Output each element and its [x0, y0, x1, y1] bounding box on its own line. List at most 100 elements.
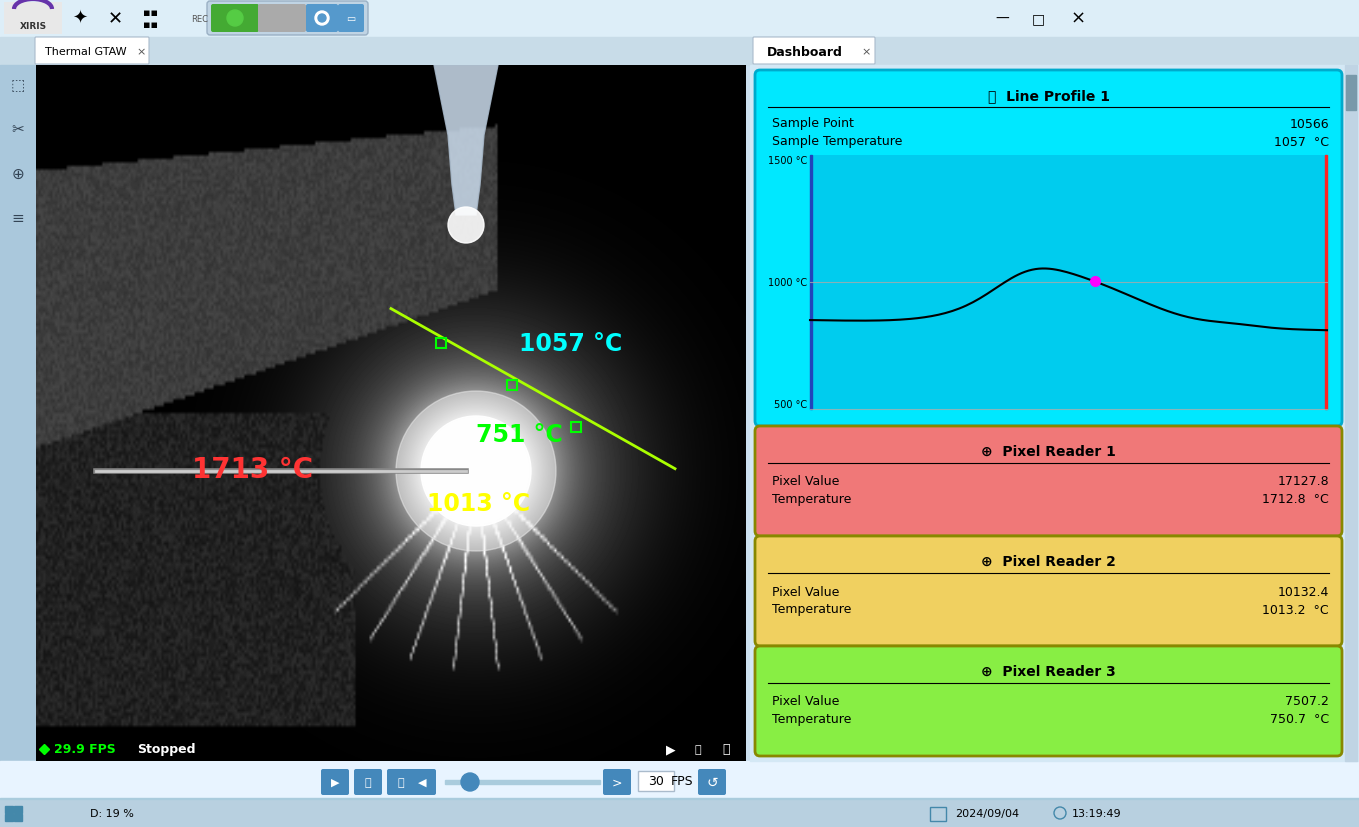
Text: Temperature: Temperature: [772, 713, 851, 725]
Circle shape: [461, 773, 478, 791]
FancyBboxPatch shape: [306, 5, 338, 33]
Text: 1000 °C: 1000 °C: [768, 278, 807, 288]
Text: ≡: ≡: [12, 210, 24, 225]
Bar: [14, 814, 22, 821]
Text: Sample Point: Sample Point: [772, 117, 853, 131]
Text: D: 19 %: D: 19 %: [90, 808, 135, 818]
Text: Pixel Value: Pixel Value: [772, 695, 840, 708]
Bar: [5, 814, 14, 821]
Text: 1057  °C: 1057 °C: [1273, 136, 1329, 148]
Circle shape: [315, 12, 329, 26]
Text: ×: ×: [1071, 10, 1086, 28]
FancyBboxPatch shape: [756, 427, 1341, 537]
Text: 30: 30: [648, 775, 665, 787]
Bar: [0, 799, 1359, 827]
Bar: [1345, 66, 1358, 761]
Text: 2024/09/04: 2024/09/04: [955, 808, 1019, 818]
Text: Stopped: Stopped: [137, 743, 196, 756]
FancyBboxPatch shape: [35, 38, 149, 65]
Text: ▭: ▭: [347, 14, 356, 24]
Text: ⬚: ⬚: [11, 79, 26, 93]
Text: 🌡: 🌡: [694, 744, 701, 754]
Bar: [810, 155, 1326, 409]
Text: 1057 °C: 1057 °C: [519, 332, 622, 356]
Text: ⊕  Pixel Reader 3: ⊕ Pixel Reader 3: [981, 664, 1116, 678]
Circle shape: [395, 391, 556, 552]
Polygon shape: [434, 66, 497, 216]
Text: 1500 °C: 1500 °C: [768, 155, 807, 165]
FancyBboxPatch shape: [756, 537, 1341, 646]
FancyBboxPatch shape: [603, 769, 631, 795]
Text: 🔑  Line Profile 1: 🔑 Line Profile 1: [988, 88, 1109, 103]
Circle shape: [227, 11, 243, 27]
Bar: [5, 806, 14, 813]
FancyBboxPatch shape: [258, 5, 306, 33]
Text: 1013 °C: 1013 °C: [427, 492, 530, 516]
Bar: [4, 3, 63, 35]
Text: ×: ×: [136, 47, 145, 57]
Text: ⛶: ⛶: [722, 743, 730, 756]
Text: ▶: ▶: [330, 777, 340, 787]
Text: ↺: ↺: [707, 775, 718, 789]
Text: 750.7  °C: 750.7 °C: [1269, 713, 1329, 725]
Text: ⏹: ⏹: [398, 777, 405, 787]
Bar: [571, 423, 580, 433]
Bar: [750, 66, 1359, 761]
Bar: [930, 807, 946, 821]
Text: 751 °C: 751 °C: [476, 423, 563, 447]
Text: 1712.8  °C: 1712.8 °C: [1263, 493, 1329, 506]
Text: Pixel Value: Pixel Value: [772, 475, 840, 488]
Text: ⏸: ⏸: [364, 777, 371, 787]
FancyBboxPatch shape: [753, 38, 875, 65]
Circle shape: [421, 417, 531, 526]
Bar: [507, 380, 516, 390]
Text: Temperature: Temperature: [772, 603, 851, 616]
Text: 1013.2  °C: 1013.2 °C: [1263, 603, 1329, 616]
Bar: [436, 339, 446, 349]
Text: 500 °C: 500 °C: [773, 399, 807, 409]
Text: ⊕  Pixel Reader 2: ⊕ Pixel Reader 2: [981, 554, 1116, 568]
Bar: [810, 155, 811, 409]
Text: XIRIS: XIRIS: [19, 22, 46, 31]
FancyBboxPatch shape: [408, 769, 436, 795]
FancyBboxPatch shape: [353, 769, 382, 795]
Text: 29.9 FPS: 29.9 FPS: [54, 743, 116, 756]
Text: □: □: [1031, 12, 1045, 26]
Bar: [0, 38, 750, 66]
Text: Thermal GTAW: Thermal GTAW: [45, 47, 126, 57]
FancyBboxPatch shape: [699, 769, 726, 795]
Text: ×: ×: [862, 47, 871, 57]
FancyBboxPatch shape: [387, 769, 414, 795]
Text: Sample Temperature: Sample Temperature: [772, 136, 902, 148]
FancyBboxPatch shape: [756, 71, 1341, 427]
Text: ⊕  Pixel Reader 1: ⊕ Pixel Reader 1: [981, 444, 1116, 458]
Text: FPS: FPS: [671, 775, 693, 787]
Bar: [14, 806, 22, 813]
Bar: [750, 38, 1359, 66]
FancyBboxPatch shape: [207, 2, 368, 36]
FancyBboxPatch shape: [321, 769, 349, 795]
Bar: [637, 771, 674, 791]
Text: ◀: ◀: [417, 777, 427, 787]
Text: ⊕: ⊕: [12, 166, 24, 181]
Bar: [0, 0, 1359, 38]
Text: ▶: ▶: [666, 743, 675, 756]
Text: —: —: [995, 12, 1008, 26]
Circle shape: [318, 15, 326, 23]
FancyBboxPatch shape: [756, 646, 1341, 756]
FancyBboxPatch shape: [211, 5, 260, 33]
Text: Pixel Value: Pixel Value: [772, 585, 840, 598]
Text: ✦: ✦: [72, 10, 87, 28]
Text: REC: REC: [192, 15, 208, 23]
Text: 17127.8: 17127.8: [1277, 475, 1329, 488]
Bar: [1345, 76, 1356, 111]
Text: 10566: 10566: [1290, 117, 1329, 131]
Text: >: >: [612, 776, 622, 789]
Bar: [444, 780, 601, 784]
FancyBboxPatch shape: [338, 5, 364, 33]
Text: 10132.4: 10132.4: [1277, 585, 1329, 598]
Bar: [0, 761, 1359, 799]
Bar: [0, 798, 1359, 799]
Text: 13:19:49: 13:19:49: [1072, 808, 1121, 818]
Text: 7507.2: 7507.2: [1286, 695, 1329, 708]
